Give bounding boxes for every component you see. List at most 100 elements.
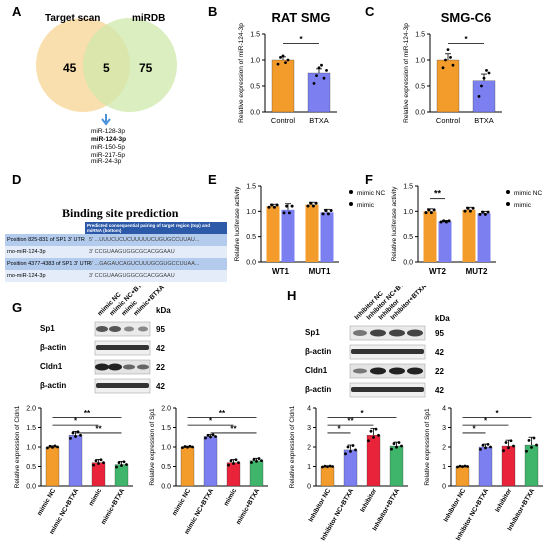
binding-row-label: rno-miR-124-3p [7,273,46,279]
data-point [255,459,258,463]
data-point [285,204,289,208]
x-tick-label: mimic [223,487,239,507]
western-blot-g: mimic NC mimic NC+BTXA mimic mimic+BTXA … [40,286,171,394]
bar [366,435,381,487]
sig-label: * [299,35,303,44]
data-point [94,459,98,463]
data-point [482,76,486,80]
band-name: Sp1 [40,324,55,333]
data-point [444,220,448,224]
y-tick-label: 0.5 [250,84,260,91]
data-point [209,435,212,439]
blot-bands [96,383,149,388]
band-name: β-actin [305,385,331,394]
chart-title: SMG-C6 [441,10,492,25]
data-point [71,431,75,435]
bar [436,59,460,113]
binding-site-table: Predicted consequential pairing of targe… [5,222,227,284]
y-tick-label: 0.0 [250,110,260,117]
chart-g-cldn1: 0.0 0.5 1.0 1.5 2.0 Relative expression of Cl… [14,405,133,536]
data-point [466,206,470,210]
data-point [102,461,105,464]
data-point [276,62,280,66]
western-blot-h: Inhibitor NC Inhibitor NC+BTXA Inhibitor… [305,286,450,398]
data-point [509,439,513,443]
blot-bands [95,363,149,371]
y-tick-label: 0.5 [403,234,413,241]
data-point [451,63,455,67]
panel-f-label: F [365,172,373,187]
blot-strip [349,363,426,379]
data-point [92,463,95,467]
data-point [206,433,210,437]
data-point [456,465,459,469]
blot-strip [94,321,151,337]
data-point [530,445,533,449]
chart-luciferase-wt2-mut2: 0.0 0.5 1.0 1.5 Relative luciferase activity… [391,184,542,277]
data-point [188,444,192,448]
band-name: β-actin [305,347,331,356]
y-tick-label: 1.5 [161,425,171,432]
bar [320,466,335,487]
data-point [120,464,123,467]
data-point [532,436,536,440]
data-point [483,212,487,216]
bar [472,80,496,113]
data-point [471,206,475,210]
y-tick-label: 1.5 [250,32,260,39]
blot-bands [353,329,423,337]
data-point [344,452,347,456]
data-point [477,95,481,98]
panel-g-label: G [12,300,23,315]
band-name: β-actin [40,343,66,352]
data-point [115,465,118,469]
data-point [260,459,263,463]
data-point [323,464,327,468]
y-tick-label: 1.5 [415,32,425,39]
y-tick-label: 1.5 [246,184,256,191]
data-point [449,56,452,59]
data-point [272,205,276,209]
data-point [232,462,235,465]
legend-label: mimic NC [514,190,542,197]
data-point [489,445,492,449]
mirna-item-2: miR-124-3p [91,136,126,143]
y-tick-label: 1.0 [415,58,425,65]
kda-label: kDa [435,314,450,323]
data-point [325,69,328,72]
data-point [183,445,187,448]
binding-site-title: Binding site prediction [62,206,179,220]
data-point [466,465,469,468]
bar [249,460,264,487]
data-point [507,446,510,450]
venn-set-mirdb [83,18,177,112]
data-point [346,445,350,449]
binding-row: Position 4377-4383 of SP1 3' UTR 5' ...G… [5,258,227,270]
blot-bands [353,367,423,375]
y-tick-label: 0 [442,484,446,491]
venn-diagram: Target scan miRDB 45 5 75 miR-128-3p miR… [36,13,177,159]
band-kda: 95 [156,325,165,334]
x-tick-label: Inhibitor [359,487,378,513]
chart-rat-smg: RAT SMG 0.0 0.5 1.0 1.5 Relative expression o… [238,10,337,125]
y-tick-label: 0.5 [415,84,425,91]
y-tick-label: 4 [442,406,446,413]
y-axis-label: Relative expression of Sp1 [424,408,431,486]
sig-label: ** [434,189,442,199]
data-point [502,449,505,453]
data-point [484,446,487,450]
band-kda: 95 [435,329,444,338]
bar [462,209,476,262]
sig-label: ** [347,417,354,426]
data-point [424,211,428,215]
data-point [461,465,464,469]
y-tick-label: 3 [442,425,446,432]
bar [389,445,404,487]
data-point [446,48,450,51]
bar [271,59,295,113]
legend-marker [506,190,510,194]
sig-label: * [464,35,468,44]
data-point [354,448,357,452]
data-point [191,445,194,449]
data-point [442,219,446,223]
